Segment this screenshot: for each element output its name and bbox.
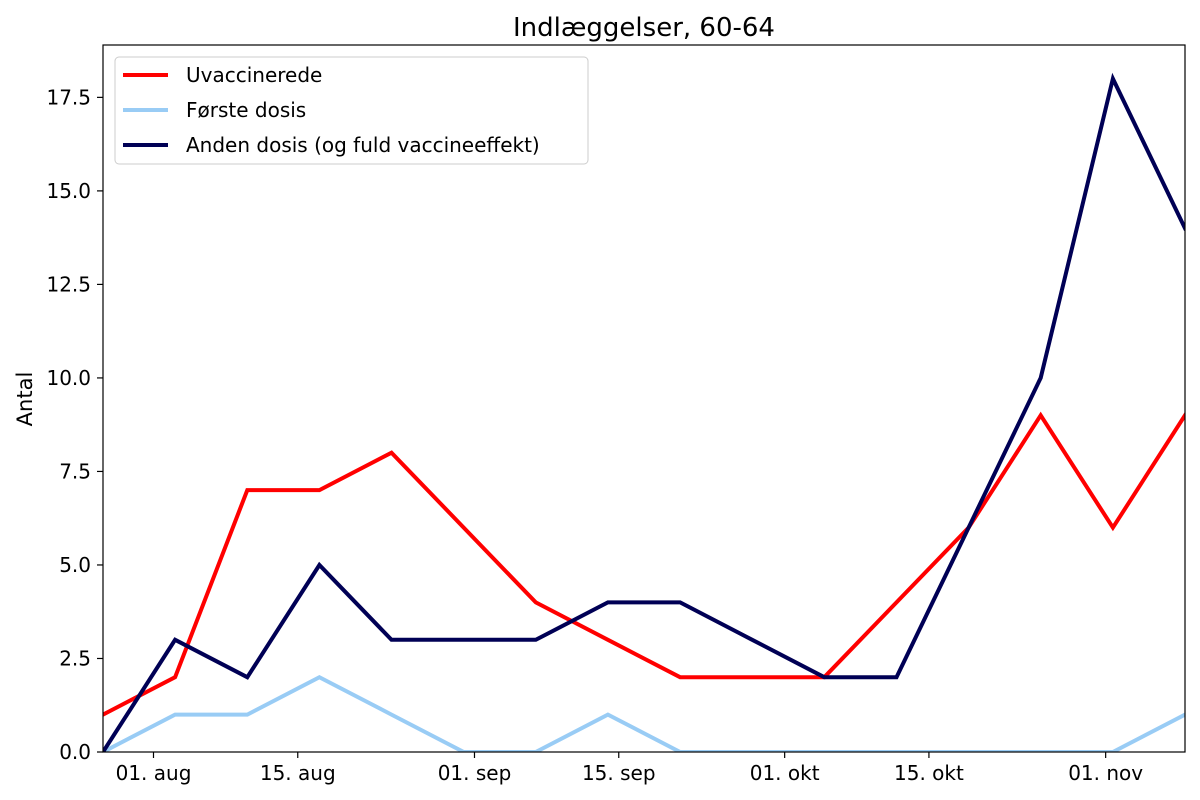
y-tick-label: 7.5 (59, 459, 91, 483)
axes-frame (102, 44, 1186, 753)
y-axis-label: Antal (13, 372, 37, 427)
x-tick-label: 15. sep (582, 761, 656, 785)
series-line-2 (103, 674, 1185, 752)
legend-label-3: Anden dosis (og fuld vaccineeffekt) (186, 133, 540, 157)
legend-label-1: Uvaccinerede (186, 63, 322, 87)
legend-label-2: Første dosis (186, 98, 306, 122)
plot-area: 0.0 2.5 5.0 7.5 10.0 12.5 15.0 17.5 01. aug 15. a… (46, 44, 1186, 785)
y-tick-label: 10.0 (46, 366, 91, 390)
legend: Uvaccinerede Første dosis Anden dosis (og … (114, 56, 589, 165)
chart-title: Indlæggelser, 60-64 (513, 13, 775, 43)
x-tick-label: 01. okt (750, 761, 820, 785)
x-tick-label: 01. aug (116, 761, 192, 785)
y-tick-label: 2.5 (59, 646, 91, 670)
series-line-3 (103, 72, 1185, 752)
legend-box (114, 56, 589, 165)
y-tick-label: 5.0 (59, 553, 91, 577)
y-tick-label: 0.0 (59, 740, 91, 764)
x-tick-label: 01. nov (1068, 761, 1143, 785)
x-tick-label: 15. aug (260, 761, 336, 785)
y-tick-label: 17.5 (46, 85, 91, 109)
x-tick-label: 15. okt (894, 761, 964, 785)
series-line-1 (103, 411, 1185, 717)
x-tick-label: 01. sep (438, 761, 512, 785)
y-tick-label: 15.0 (46, 179, 91, 203)
y-tick-label: 12.5 (46, 272, 91, 296)
